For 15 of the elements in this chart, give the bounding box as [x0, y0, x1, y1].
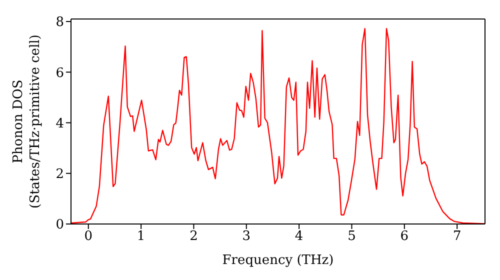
y-tick-label: 4	[56, 116, 64, 132]
x-tick-label: 2	[190, 229, 198, 244]
x-tick-label: 4	[294, 229, 304, 244]
y-tick-label: 0	[56, 218, 64, 233]
x-tick-label: 5	[348, 229, 356, 244]
x-tick-label: 1	[136, 229, 146, 244]
x-tick-label: 6	[400, 229, 409, 244]
x-axis-title: Frequency (THz)	[222, 253, 334, 268]
x-tick-label: 0	[84, 229, 93, 244]
x-tick-label: 3	[242, 229, 251, 244]
x-tick-label: 7	[452, 229, 462, 244]
y-axis-title: Phonon DOS (States/THz·primitive cell)	[11, 34, 43, 209]
y-tick-label: 6	[56, 66, 64, 81]
y-tick-label: 2	[56, 167, 64, 182]
y-tick-label: 8	[56, 15, 64, 30]
